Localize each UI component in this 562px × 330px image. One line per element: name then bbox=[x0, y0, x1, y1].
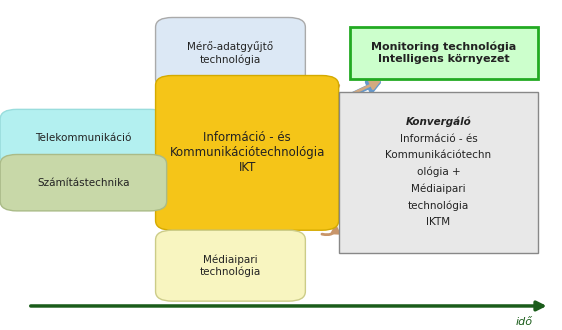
Text: Információ - és: Információ - és bbox=[400, 134, 477, 144]
Text: Konvergáló: Konvergáló bbox=[406, 117, 472, 127]
Text: ológia +: ológia + bbox=[417, 167, 460, 178]
Text: Mérő-adatgyűjtő
technológia: Mérő-adatgyűjtő technológia bbox=[187, 41, 274, 65]
FancyBboxPatch shape bbox=[339, 92, 538, 253]
Text: technológia: technológia bbox=[408, 201, 469, 211]
FancyBboxPatch shape bbox=[156, 17, 305, 88]
Text: Információ - és
Kommunikációtechnológia
IKT: Információ - és Kommunikációtechnológia … bbox=[169, 131, 325, 174]
FancyBboxPatch shape bbox=[350, 27, 538, 79]
FancyBboxPatch shape bbox=[156, 76, 339, 230]
Text: Monitoring technológia
Intelligens környezet: Monitoring technológia Intelligens körny… bbox=[371, 42, 516, 64]
Text: Számítástechnika: Számítástechnika bbox=[37, 178, 130, 188]
Text: Médiaipari: Médiaipari bbox=[411, 184, 466, 194]
Text: Telekommunikáció: Telekommunikáció bbox=[35, 133, 132, 143]
FancyBboxPatch shape bbox=[156, 230, 305, 301]
Text: IKTM: IKTM bbox=[427, 217, 451, 227]
Text: Médiaipari
technológia: Médiaipari technológia bbox=[200, 254, 261, 277]
FancyBboxPatch shape bbox=[0, 154, 167, 211]
FancyBboxPatch shape bbox=[0, 109, 167, 166]
Text: idő: idő bbox=[516, 317, 533, 327]
Text: Kommunikációtechn: Kommunikációtechn bbox=[386, 150, 492, 160]
